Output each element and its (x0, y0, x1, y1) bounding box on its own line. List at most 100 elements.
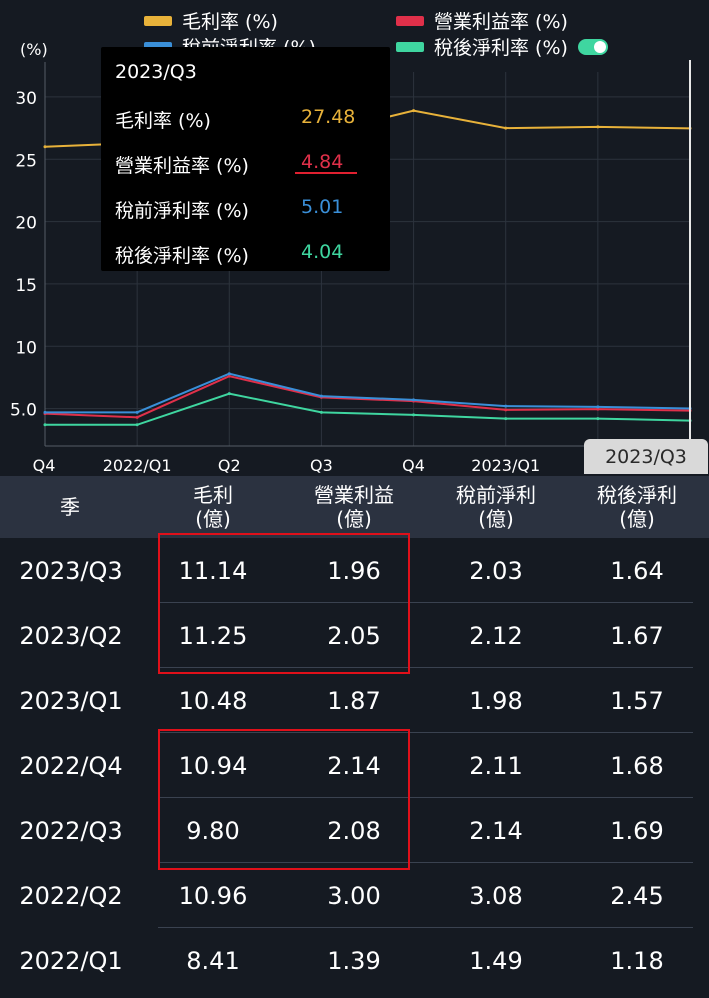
cell-net-income: 1.69 (610, 816, 664, 845)
header-label: 稅後淨利 (597, 483, 677, 507)
legend-label: 營業利益率 (%) (434, 11, 568, 33)
cell-quarter: 2023/Q2 (19, 621, 123, 650)
cell-gross-profit: 9.80 (186, 816, 240, 845)
table-row[interactable]: 2023/Q2 11.25 2.05 2.12 1.67 (0, 603, 709, 668)
legend-gross-margin[interactable]: 毛利率 (%) (144, 7, 278, 34)
cell-gross-profit: 10.96 (178, 881, 248, 910)
header-label: 毛利 (193, 483, 233, 507)
cell-operating-income: 1.87 (327, 686, 381, 715)
data-point (596, 417, 600, 421)
toggle-knob (593, 40, 606, 53)
tooltip-underline (295, 172, 357, 174)
row-divider (158, 797, 693, 798)
data-point (596, 125, 600, 129)
data-point (504, 408, 508, 412)
header-unit: (億) (195, 507, 231, 531)
data-point (596, 407, 600, 411)
data-point (227, 374, 231, 378)
cell-net-income: 1.64 (610, 556, 664, 585)
cell-net-income: 1.68 (610, 751, 664, 780)
y-tick-label: 10 (15, 338, 37, 358)
header-unit: (億) (336, 507, 372, 531)
data-point (319, 394, 323, 398)
legend-swatch (396, 15, 424, 26)
data-point (504, 404, 508, 408)
table-header: 季 毛利 (億) 營業利益 (億) 稅前淨利 (億) 稅後淨利 (億) (0, 476, 709, 538)
x-tick-label: Q4 (33, 456, 56, 475)
data-point (412, 413, 416, 417)
tooltip-title: 2023/Q3 (115, 61, 197, 83)
annotation-box (158, 729, 410, 870)
data-point (135, 423, 139, 427)
legend-label: 稅後淨利率 (%) (434, 37, 568, 59)
data-point (43, 145, 47, 149)
cell-pretax-income: 3.08 (469, 881, 523, 910)
cell-quarter: 2023/Q1 (19, 686, 123, 715)
data-point (596, 405, 600, 409)
tooltip-value-net: 4.04 (301, 241, 344, 263)
table-row[interactable]: 2022/Q4 10.94 2.14 2.11 1.68 (0, 733, 709, 798)
table-row[interactable]: 2022/Q1 8.41 1.39 1.49 1.18 (0, 928, 709, 993)
legend-label: 毛利率 (%) (182, 11, 278, 33)
header-net-income[interactable]: 稅後淨利 (億) (567, 476, 707, 538)
cell-gross-profit: 11.14 (178, 556, 248, 585)
cell-pretax-income: 2.12 (469, 621, 523, 650)
annotation-box (158, 533, 410, 674)
cell-quarter: 2023/Q3 (19, 556, 123, 585)
data-point (43, 423, 47, 427)
cell-operating-income: 2.14 (327, 751, 381, 780)
cell-gross-profit: 8.41 (186, 946, 240, 975)
y-tick-label: 30 (15, 89, 37, 109)
y-tick-label: 25 (15, 151, 37, 171)
cell-quarter: 2022/Q1 (19, 946, 123, 975)
y-tick-label: 5.0 (10, 401, 37, 421)
tooltip: 2023/Q3 毛利率 (%) 27.48 營業利益率 (%) 4.84 稅前淨… (101, 47, 390, 271)
cell-net-income: 2.45 (610, 881, 664, 910)
legend-operating-margin[interactable]: 營業利益率 (%) (396, 7, 568, 34)
header-quarter[interactable]: 季 (0, 476, 140, 538)
row-divider (158, 667, 693, 668)
x-tick-label: Q2 (218, 456, 241, 475)
x-tick-label: 2023/Q1 (471, 456, 540, 475)
table-row[interactable]: 2022/Q2 10.96 3.00 3.08 2.45 (0, 863, 709, 928)
cell-operating-income: 1.96 (327, 556, 381, 585)
data-point (412, 398, 416, 402)
tooltip-value-gross: 27.48 (301, 106, 356, 128)
header-label: 季 (60, 495, 80, 519)
header-label: 稅前淨利 (456, 483, 536, 507)
row-divider (158, 927, 693, 928)
data-point (135, 410, 139, 414)
cell-gross-profit: 10.48 (178, 686, 248, 715)
row-divider (158, 862, 693, 863)
cell-operating-income: 2.08 (327, 816, 381, 845)
header-gross-profit[interactable]: 毛利 (億) (143, 476, 283, 538)
series-line-1 (44, 375, 691, 419)
table-row[interactable]: 2023/Q3 11.14 1.96 2.03 1.64 (0, 538, 709, 603)
cell-quarter: 2022/Q4 (19, 751, 123, 780)
cell-pretax-income: 2.03 (469, 556, 523, 585)
cell-pretax-income: 1.98 (469, 686, 523, 715)
data-point (227, 372, 231, 376)
legend-net-margin[interactable]: 稅後淨利率 (%) (396, 33, 608, 60)
cell-net-income: 1.57 (610, 686, 664, 715)
header-unit: (億) (478, 507, 514, 531)
data-point (43, 410, 47, 414)
data-point (319, 410, 323, 414)
legend-swatch (144, 15, 172, 26)
cell-quarter: 2022/Q3 (19, 816, 123, 845)
y-tick-label: 15 (15, 276, 37, 296)
table-row[interactable]: 2022/Q3 9.80 2.08 2.14 1.69 (0, 798, 709, 863)
table-row[interactable]: 2023/Q1 10.48 1.87 1.98 1.57 (0, 668, 709, 733)
cell-operating-income: 2.05 (327, 621, 381, 650)
y-axis-unit: (%) (20, 40, 48, 59)
toggle-switch[interactable] (577, 38, 608, 55)
tooltip-value-pretax: 5.01 (301, 196, 344, 218)
data-point (227, 392, 231, 396)
tooltip-label-operating: 營業利益率 (%) (115, 155, 249, 177)
cell-pretax-income: 2.14 (469, 816, 523, 845)
header-pretax-income[interactable]: 稅前淨利 (億) (426, 476, 566, 538)
header-operating-income[interactable]: 營業利益 (億) (284, 476, 424, 538)
cell-gross-profit: 10.94 (178, 751, 248, 780)
x-tick-label: 2022/Q1 (103, 456, 172, 475)
header-label: 營業利益 (314, 483, 394, 507)
